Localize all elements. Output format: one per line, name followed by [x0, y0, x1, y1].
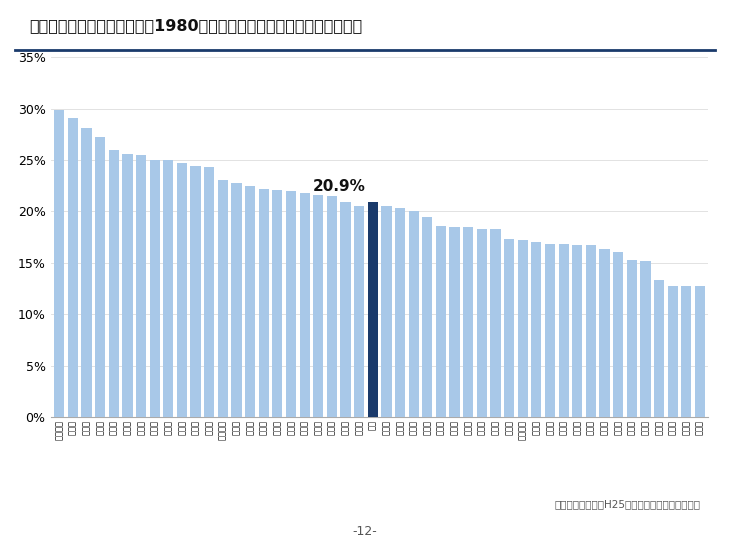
Bar [368, 202, 378, 417]
Bar [204, 167, 215, 417]
Bar [245, 186, 255, 417]
Bar [558, 244, 569, 417]
Bar [340, 202, 350, 417]
Bar [654, 280, 664, 417]
Bar [681, 287, 691, 417]
Bar [109, 150, 119, 417]
Bar [123, 154, 133, 417]
Bar [613, 252, 623, 417]
Bar [327, 196, 337, 417]
Bar [572, 245, 583, 417]
Text: 20.9%: 20.9% [313, 179, 366, 194]
Bar [531, 242, 542, 417]
Bar [231, 183, 242, 417]
Bar [626, 259, 637, 417]
Bar [272, 190, 283, 417]
Bar [545, 244, 555, 417]
Bar [177, 163, 187, 417]
Bar [422, 216, 432, 417]
Bar [136, 155, 146, 417]
Bar [640, 261, 650, 417]
Bar [381, 206, 391, 417]
Bar [599, 250, 610, 417]
Text: （総務省統計局「H25年住宅・土地統計調査」）: （総務省統計局「H25年住宅・土地統計調査」） [555, 500, 701, 510]
Bar [313, 195, 323, 417]
Bar [54, 110, 64, 417]
Bar [299, 193, 310, 417]
Bar [218, 179, 228, 417]
Bar [95, 137, 105, 417]
Bar [585, 245, 596, 417]
Bar [491, 229, 501, 417]
Bar [504, 239, 514, 417]
Text: -12-: -12- [353, 525, 377, 538]
Bar [164, 160, 174, 417]
Bar [191, 166, 201, 417]
Bar [695, 287, 705, 417]
Bar [463, 227, 473, 417]
Bar [150, 160, 160, 417]
Bar [477, 229, 487, 417]
Bar [286, 191, 296, 417]
Bar [667, 287, 677, 417]
Bar [409, 211, 419, 417]
Bar [68, 118, 78, 417]
Bar [518, 240, 528, 417]
Bar [450, 227, 460, 417]
Bar [82, 128, 92, 417]
Bar [395, 208, 405, 417]
Bar [436, 226, 446, 417]
Bar [354, 206, 364, 417]
Text: 都道府県別　貸家総数の中で1980年以前に建てられた物件が占める割合: 都道府県別 貸家総数の中で1980年以前に建てられた物件が占める割合 [29, 18, 363, 33]
Bar [258, 189, 269, 417]
